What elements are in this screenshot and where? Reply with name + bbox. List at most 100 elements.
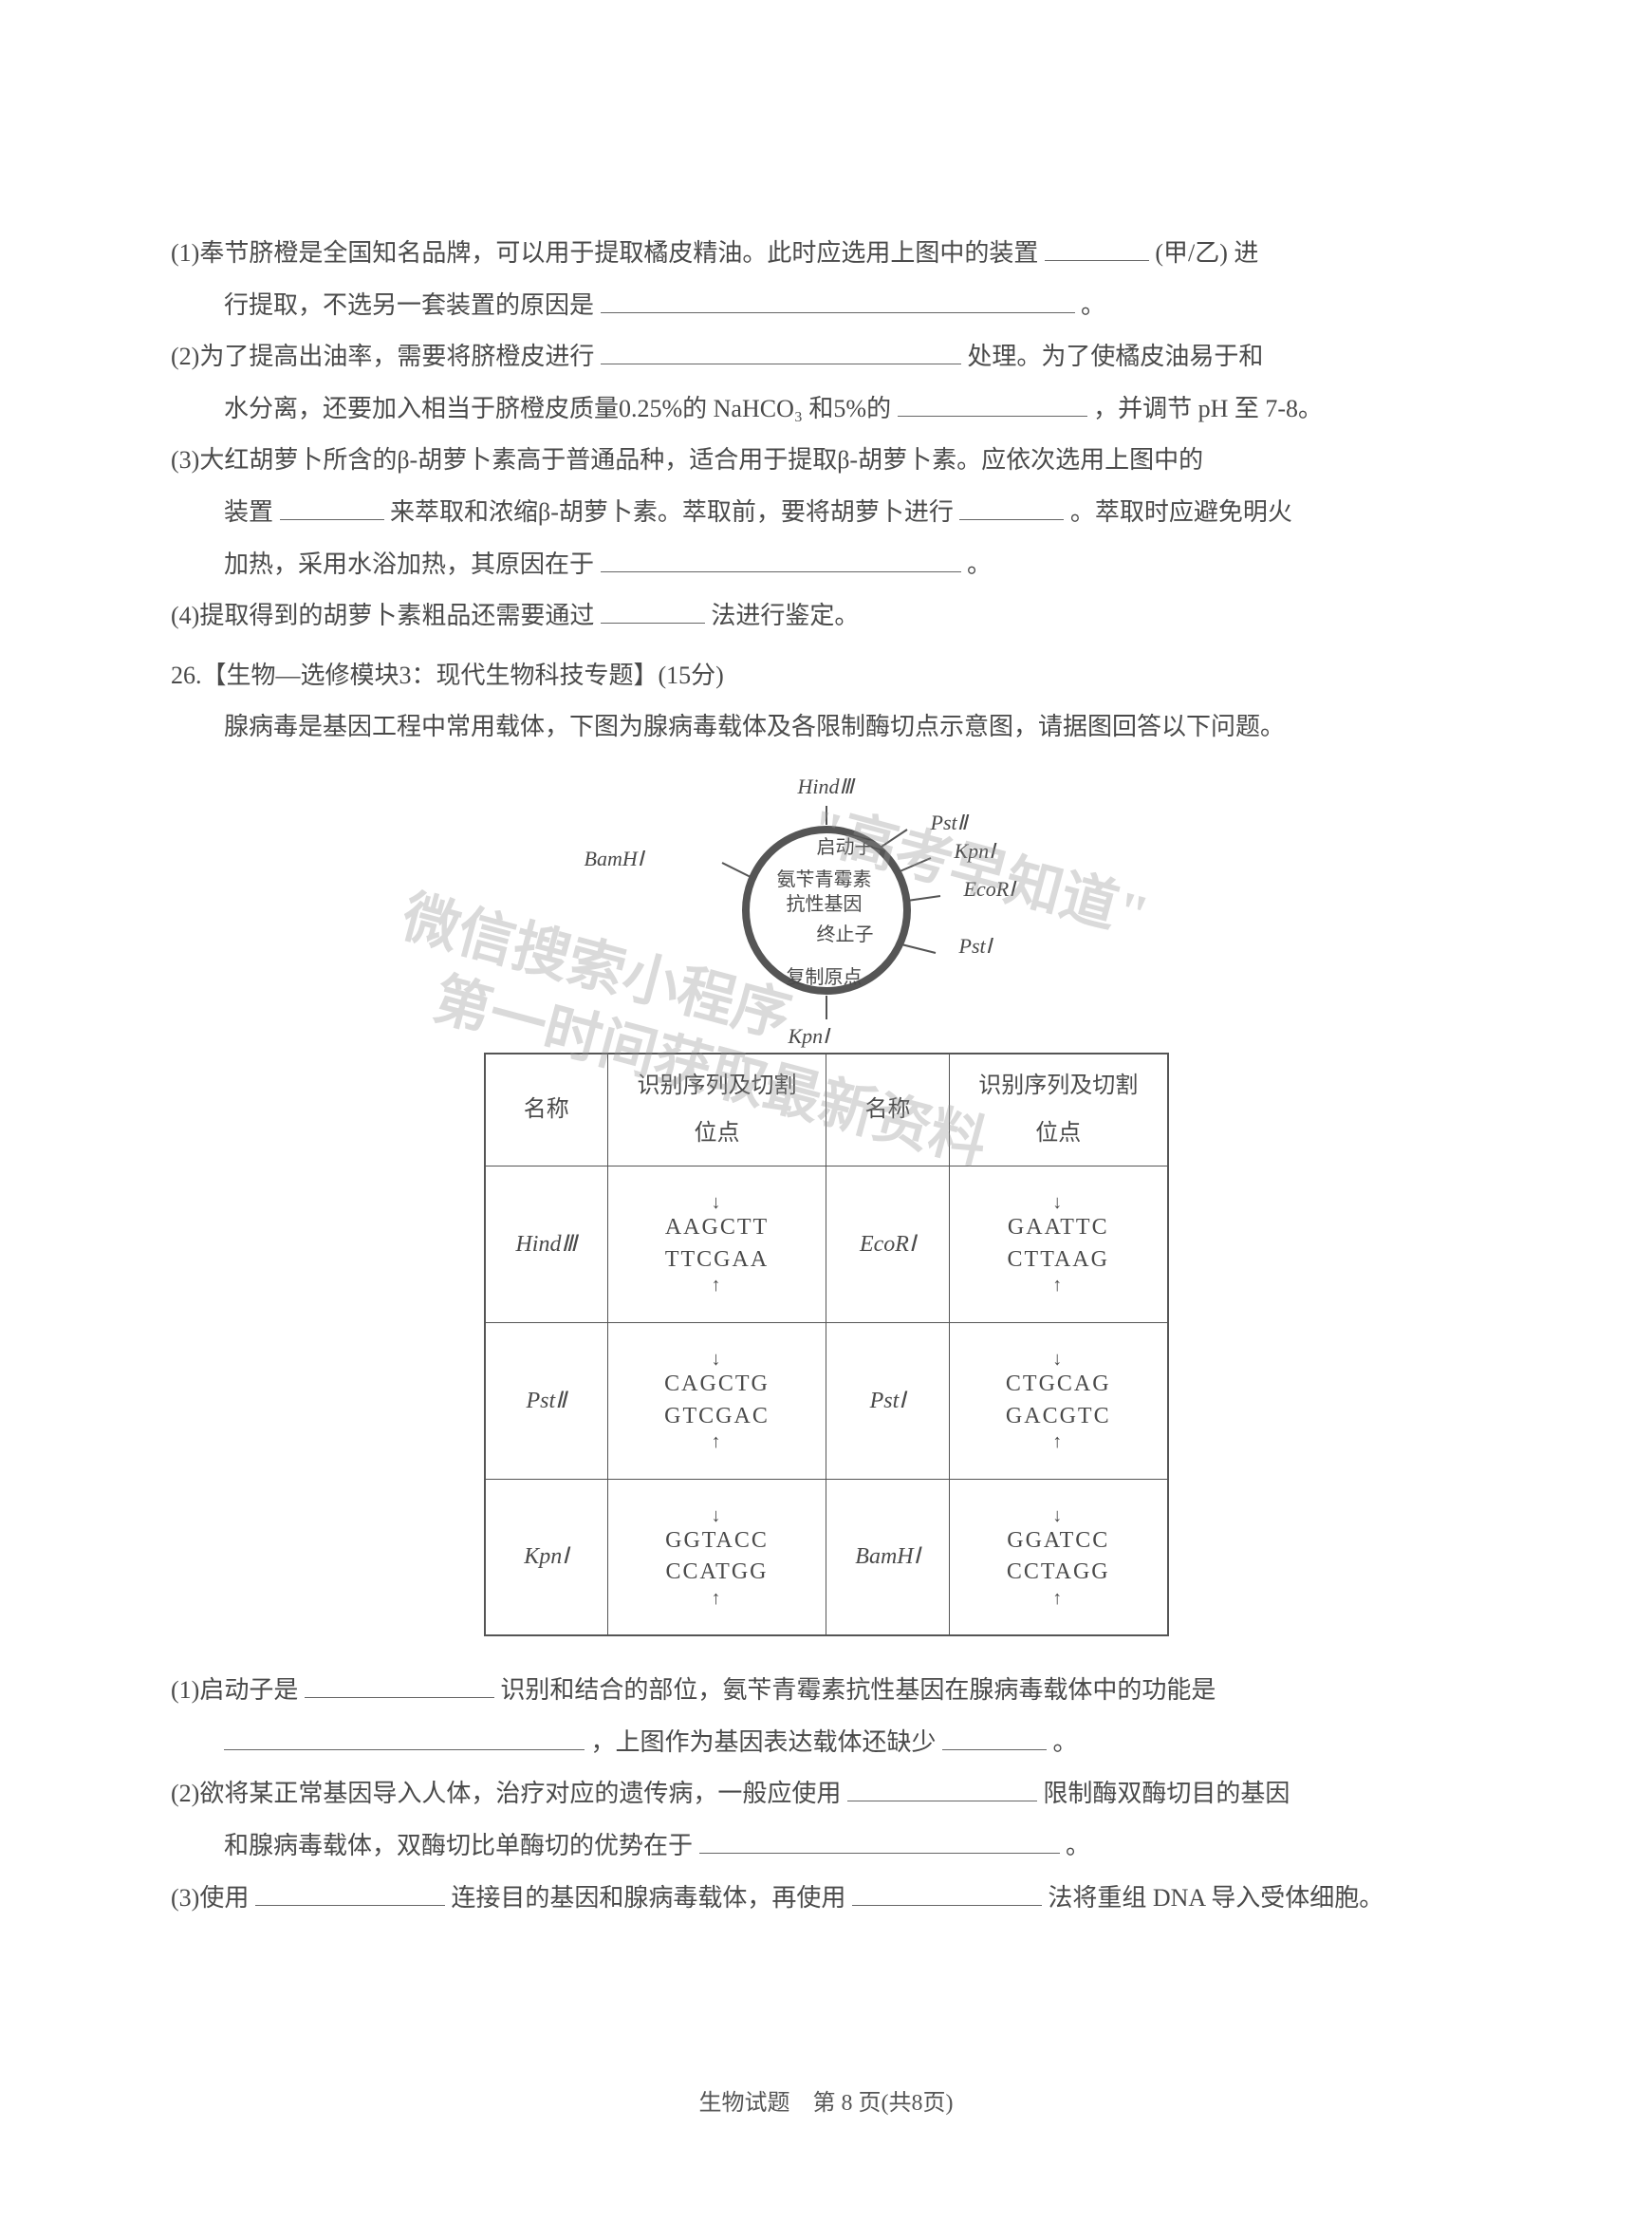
q26-1c: ，上图作为基因表达载体还缺少 bbox=[591, 1728, 937, 1756]
th-name2: 名称 bbox=[826, 1054, 950, 1166]
enzyme-name-cell: PstⅠ bbox=[826, 1322, 950, 1479]
q26-2-blank1[interactable] bbox=[847, 1772, 1037, 1801]
q26-1a: (1)启动子是 bbox=[171, 1676, 298, 1704]
q1-blank2[interactable] bbox=[601, 283, 1075, 312]
q26-header-text: 26.【生物—选修模块3：现代生物科技专题】(15分) bbox=[171, 662, 724, 689]
q26-3c: 法将重组 DNA 导入受体细胞。 bbox=[1048, 1884, 1383, 1912]
sequence-cell: ↓ AAGCTT TTCGAA ↑ bbox=[608, 1166, 826, 1322]
seq-top: GAATTC bbox=[1008, 1215, 1109, 1240]
q26-1-line2: ，上图作为基因表达载体还缺少 。 bbox=[171, 1717, 1481, 1769]
q3-blank3[interactable] bbox=[601, 542, 961, 571]
arrow-down-icon: ↓ bbox=[627, 1193, 807, 1212]
q26-1-blank2[interactable] bbox=[224, 1721, 585, 1750]
table-header-row: 名称 识别序列及切割位点 名称 识别序列及切割位点 bbox=[485, 1054, 1168, 1166]
seq-top: CTGCAG bbox=[1006, 1372, 1111, 1396]
q26-2c: 和腺病毒载体，双酶切比单酶切的优势在于 bbox=[224, 1832, 693, 1859]
arrow-up-icon: ↑ bbox=[627, 1589, 807, 1608]
seq-bot: TTCGAA bbox=[665, 1247, 769, 1272]
q3-text3: 来萃取和浓缩β-胡萝卜素。萃取前，要将胡萝卜进行 bbox=[390, 498, 954, 526]
page-footer: 生物试题 第 8 页(共8页) bbox=[0, 2083, 1652, 2117]
q1-text4: 。 bbox=[1081, 291, 1105, 319]
seq-bot: GTCGAC bbox=[664, 1404, 770, 1428]
q26-3a: (3)使用 bbox=[171, 1884, 249, 1912]
exam-page: (1)奉节脐橙是全国知名品牌，可以用于提取橘皮精油。此时应选用上图中的装置 (甲… bbox=[0, 0, 1652, 2221]
table-row: PstⅡ ↓ CAGCTG GTCGAC ↑ PstⅠ ↓ CTGCAG GAC… bbox=[485, 1322, 1168, 1479]
q3-text6: 。 bbox=[967, 551, 992, 578]
enzyme-name-cell: KpnⅠ bbox=[485, 1479, 608, 1635]
q1-text3: 行提取，不选另一套装置的原因是 bbox=[224, 291, 594, 319]
enzyme-name-cell: BamHⅠ bbox=[826, 1479, 950, 1635]
q3-text1: (3)大红胡萝卜所含的β-胡萝卜素高于普通品种，适合用于提取β-胡萝卜素。应依次… bbox=[171, 446, 1203, 474]
q26-intro: 腺病毒是基因工程中常用载体，下图为腺病毒载体及各限制酶切点示意图，请据图回答以下… bbox=[171, 701, 1481, 754]
q2-line1: (2)为了提高出油率，需要将脐橙皮进行 处理。为了使橘皮油易于和 bbox=[171, 331, 1481, 383]
enzyme-table: 名称 识别序列及切割位点 名称 识别序列及切割位点 HindⅢ ↓ AAGCTT… bbox=[484, 1053, 1169, 1636]
seq-top: CAGCTG bbox=[664, 1372, 770, 1396]
q2-blank1[interactable] bbox=[601, 335, 961, 364]
q26-3b: 连接目的基因和腺病毒载体，再使用 bbox=[451, 1884, 845, 1912]
plasmid-label-bottom: KpnⅠ bbox=[789, 1015, 829, 1058]
plasmid-label-top: HindⅢ bbox=[798, 765, 854, 809]
q2-text1: (2)为了提高出油率，需要将脐橙皮进行 bbox=[171, 343, 594, 370]
q1-line2: 行提取，不选另一套装置的原因是 。 bbox=[171, 280, 1481, 332]
q3-text2: 装置 bbox=[224, 498, 273, 526]
th-seq1: 识别序列及切割位点 bbox=[608, 1054, 826, 1166]
seq-bot: CCATGG bbox=[665, 1559, 768, 1584]
q4-blank1[interactable] bbox=[601, 594, 705, 624]
plasmid-label-left: BamHⅠ bbox=[585, 837, 644, 881]
q26-3-blank1[interactable] bbox=[255, 1876, 445, 1905]
enzyme-name-cell: EcoRⅠ bbox=[826, 1166, 950, 1322]
arrow-up-icon: ↑ bbox=[969, 1432, 1148, 1451]
th-seq2: 识别序列及切割位点 bbox=[950, 1054, 1168, 1166]
q26-3-line1: (3)使用 连接目的基因和腺病毒载体，再使用 法将重组 DNA 导入受体细胞。 bbox=[171, 1873, 1481, 1925]
q2-text3: 水分离，还要加入相当于脐橙皮质量0.25%的 NaHCO₃ 和5%的 bbox=[224, 395, 891, 422]
q2-line2: 水分离，还要加入相当于脐橙皮质量0.25%的 NaHCO₃ 和5%的 ，并调节 … bbox=[171, 383, 1481, 436]
q26-1-line1: (1)启动子是 识别和结合的部位，氨苄青霉素抗性基因在腺病毒载体中的功能是 bbox=[171, 1665, 1481, 1717]
q26-2b: 限制酶双酶切目的基因 bbox=[1043, 1780, 1290, 1807]
q3-blank2[interactable] bbox=[959, 491, 1064, 520]
q26-header: 26.【生物—选修模块3：现代生物科技专题】(15分) bbox=[171, 650, 1481, 702]
table-row: KpnⅠ ↓ GGTACC CCATGG ↑ BamHⅠ ↓ GGATCC CC… bbox=[485, 1479, 1168, 1635]
q3-blank1[interactable] bbox=[280, 491, 384, 520]
plasmid-label-r3: EcoRⅠ bbox=[964, 868, 1015, 911]
sequence-cell: ↓ CAGCTG GTCGAC ↑ bbox=[608, 1322, 826, 1479]
q1-line1: (1)奉节脐橙是全国知名品牌，可以用于提取橘皮精油。此时应选用上图中的装置 (甲… bbox=[171, 228, 1481, 280]
arrow-up-icon: ↑ bbox=[969, 1589, 1148, 1608]
arrow-down-icon: ↓ bbox=[969, 1193, 1148, 1212]
seq-bot: CCTAGG bbox=[1007, 1559, 1110, 1584]
seq-top: GGATCC bbox=[1007, 1528, 1109, 1553]
th-name1: 名称 bbox=[485, 1054, 608, 1166]
content-area: (1)奉节脐橙是全国知名品牌，可以用于提取橘皮精油。此时应选用上图中的装置 (甲… bbox=[171, 228, 1481, 1924]
q26-2-line2: 和腺病毒载体，双酶切比单酶切的优势在于 。 bbox=[171, 1820, 1481, 1873]
q26-2-blank2[interactable] bbox=[699, 1824, 1060, 1854]
enzyme-name-cell: HindⅢ bbox=[485, 1166, 608, 1322]
q3-line1: (3)大红胡萝卜所含的β-胡萝卜素高于普通品种，适合用于提取β-胡萝卜素。应依次… bbox=[171, 435, 1481, 487]
q26-1-blank3[interactable] bbox=[942, 1721, 1047, 1750]
q2-blank2[interactable] bbox=[898, 387, 1087, 417]
plasmid-inner-5: 复制原点 bbox=[787, 958, 863, 998]
plasmid-inner-4: 终止子 bbox=[817, 915, 874, 955]
arrow-up-icon: ↑ bbox=[969, 1276, 1148, 1295]
arrow-up-icon: ↑ bbox=[627, 1432, 807, 1451]
arrow-down-icon: ↓ bbox=[627, 1350, 807, 1369]
q3-text5: 加热，采用水浴加热，其原因在于 bbox=[224, 551, 594, 578]
q3-text4: 。萃取时应避免明火 bbox=[1070, 498, 1292, 526]
plasmid-diagram: HindⅢ BamHⅠ KpnⅠ PstⅡ KpnⅠ EcoRⅠ PstⅠ 启动… bbox=[637, 773, 1016, 1038]
arrow-down-icon: ↓ bbox=[969, 1350, 1148, 1369]
sequence-cell: ↓ GGATCC CCTAGG ↑ bbox=[950, 1479, 1168, 1635]
enzyme-name-cell: PstⅡ bbox=[485, 1322, 608, 1479]
arrow-up-icon: ↑ bbox=[627, 1276, 807, 1295]
sequence-cell: ↓ GAATTC CTTAAG ↑ bbox=[950, 1166, 1168, 1322]
seq-bot: CTTAAG bbox=[1008, 1247, 1109, 1272]
plasmid-label-r4: PstⅠ bbox=[959, 924, 993, 968]
q1-text1: (1)奉节脐橙是全国知名品牌，可以用于提取橘皮精油。此时应选用上图中的装置 bbox=[171, 239, 1038, 267]
q2-text4: ，并调节 pH 至 7-8。 bbox=[1093, 395, 1323, 422]
q26-2a: (2)欲将某正常基因导入人体，治疗对应的遗传病，一般应使用 bbox=[171, 1780, 841, 1807]
q26-2d: 。 bbox=[1066, 1832, 1090, 1859]
q26-1d: 。 bbox=[1053, 1728, 1078, 1756]
q26-3-blank2[interactable] bbox=[852, 1876, 1042, 1905]
arrow-down-icon: ↓ bbox=[627, 1506, 807, 1525]
q26-1-blank1[interactable] bbox=[305, 1669, 494, 1698]
q1-blank1[interactable] bbox=[1045, 232, 1149, 261]
q1-text2: (甲/乙) 进 bbox=[1155, 239, 1258, 267]
seq-bot: GACGTC bbox=[1006, 1404, 1111, 1428]
